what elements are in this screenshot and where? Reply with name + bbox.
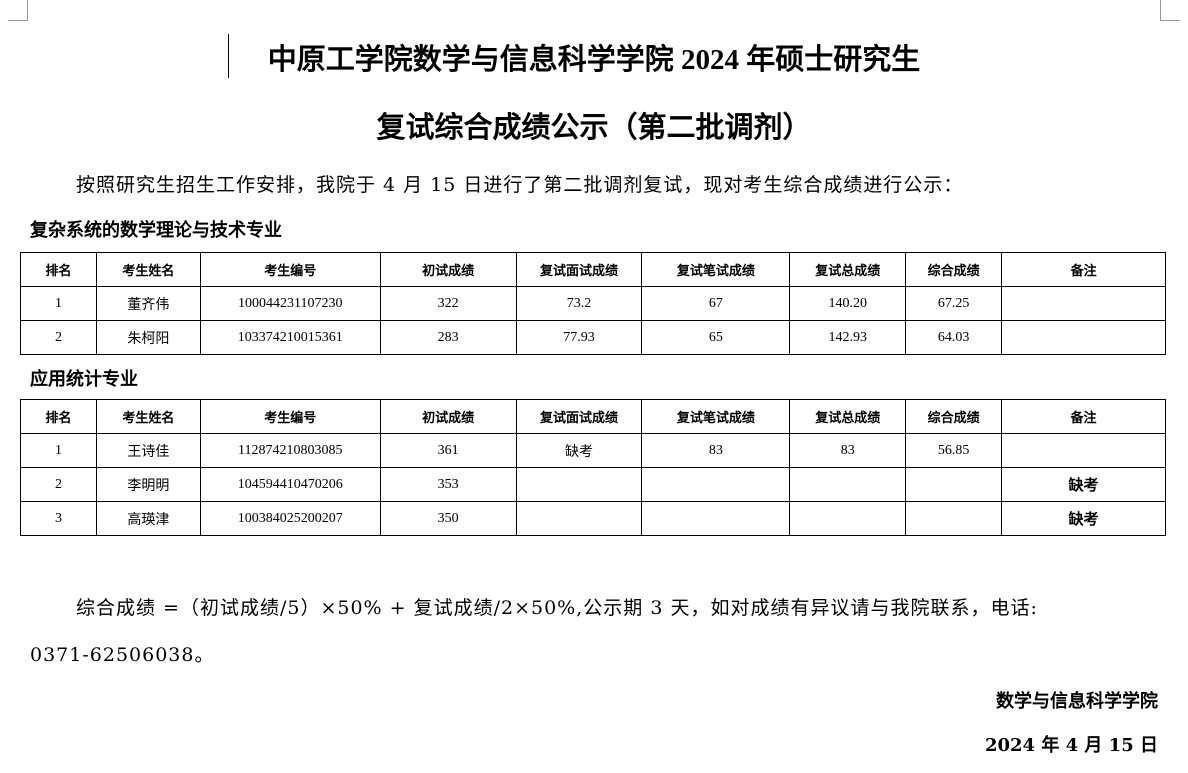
table-cell: 142.93 xyxy=(789,320,907,355)
table-cell xyxy=(515,501,643,536)
table-cell: 67.25 xyxy=(905,286,1003,321)
table-cell: 140.20 xyxy=(789,286,907,321)
text-cursor xyxy=(228,34,229,78)
table-cell: 65 xyxy=(641,320,791,355)
crop-mark xyxy=(8,20,28,21)
crop-mark xyxy=(27,0,28,20)
table-cell: 73.2 xyxy=(515,286,643,321)
page-subtitle: 复试综合成绩公示（第二批调剂） xyxy=(376,112,812,144)
table-cell: 缺考 xyxy=(1001,501,1166,536)
table-cell: 83 xyxy=(789,433,907,468)
section-heading: 复杂系统的数学理论与技术专业 xyxy=(30,220,282,241)
column-header: 排名 xyxy=(20,252,97,287)
table-cell xyxy=(641,501,791,536)
table-cell: 103374210015361 xyxy=(199,320,381,355)
table-cell: 朱柯阳 xyxy=(95,320,201,355)
table-cell: 112874210803085 xyxy=(199,433,381,468)
table-cell: 56.85 xyxy=(905,433,1003,468)
table-cell: 1 xyxy=(20,433,97,468)
column-header: 复试面试成绩 xyxy=(515,252,643,287)
table-row: 2 李明明 104594410470206 353 缺考 xyxy=(20,467,1166,502)
column-header: 复试面试成绩 xyxy=(515,399,643,434)
table-cell: 350 xyxy=(379,501,517,536)
column-header: 初试成绩 xyxy=(379,399,517,434)
table-cell: 353 xyxy=(379,467,517,502)
table-header-row: 排名 考生姓名 考生编号 初试成绩 复试面试成绩 复试笔试成绩 复试总成绩 综合成绩 备注 xyxy=(20,252,1166,287)
column-header: 初试成绩 xyxy=(379,252,517,287)
column-header: 考生编号 xyxy=(199,399,381,434)
table-cell: 3 xyxy=(20,501,97,536)
column-header: 考生姓名 xyxy=(95,399,201,434)
table-cell xyxy=(789,501,907,536)
table-cell: 83 xyxy=(641,433,791,468)
table-cell: 王诗佳 xyxy=(95,433,201,468)
table-row: 2 朱柯阳 103374210015361 283 77.93 65 142.93 64.03 xyxy=(20,320,1166,355)
table-cell: 77.93 xyxy=(515,320,643,355)
column-header: 复试总成绩 xyxy=(789,252,907,287)
table-cell: 67 xyxy=(641,286,791,321)
column-header: 复试总成绩 xyxy=(789,399,907,434)
table-cell: 缺考 xyxy=(515,433,643,468)
table-cell xyxy=(1001,433,1166,468)
table-cell: 283 xyxy=(379,320,517,355)
table-cell: 100044231107230 xyxy=(199,286,381,321)
crop-mark xyxy=(1160,20,1180,21)
table-cell xyxy=(1001,286,1166,321)
column-header: 考生姓名 xyxy=(95,252,201,287)
column-header: 综合成绩 xyxy=(905,252,1003,287)
table-cell xyxy=(1001,320,1166,355)
table-row: 1 王诗佳 112874210803085 361 缺考 83 83 56.85 xyxy=(20,433,1166,468)
column-header: 备注 xyxy=(1001,252,1166,287)
footer-formula: 综合成绩 =（初试成绩/5）×50% + 复试成绩/2×50%,公示期 3 天，… xyxy=(76,597,1038,619)
table-cell xyxy=(515,467,643,502)
table-cell: 361 xyxy=(379,433,517,468)
table-cell xyxy=(641,467,791,502)
table-cell: 2 xyxy=(20,320,97,355)
column-header: 考生编号 xyxy=(199,252,381,287)
table-row: 1 董齐伟 100044231107230 322 73.2 67 140.20 67.25 xyxy=(20,286,1166,321)
table-cell: 64.03 xyxy=(905,320,1003,355)
crop-mark xyxy=(1160,0,1161,20)
table-cell: 100384025200207 xyxy=(199,501,381,536)
section-heading: 应用统计专业 xyxy=(30,369,138,390)
table-header-row: 排名 考生姓名 考生编号 初试成绩 复试面试成绩 复试笔试成绩 复试总成绩 综合成绩 备注 xyxy=(20,399,1166,434)
table-cell: 104594410470206 xyxy=(199,467,381,502)
signature: 数学与信息科学学院 xyxy=(996,691,1158,712)
column-header: 综合成绩 xyxy=(905,399,1003,434)
table-cell: 322 xyxy=(379,286,517,321)
page-title: 中原工学院数学与信息科学学院 2024 年硕士研究生 xyxy=(267,44,921,76)
column-header: 排名 xyxy=(20,399,97,434)
table-cell xyxy=(905,501,1003,536)
table-cell: 缺考 xyxy=(1001,467,1166,502)
column-header: 备注 xyxy=(1001,399,1166,434)
intro-paragraph: 按照研究生招生工作安排，我院于 4 月 15 日进行了第二批调剂复试，现对考生综… xyxy=(76,174,964,196)
column-header: 复试笔试成绩 xyxy=(641,399,791,434)
column-header: 复试笔试成绩 xyxy=(641,252,791,287)
table-cell: 高瑛津 xyxy=(95,501,201,536)
table-cell xyxy=(789,467,907,502)
date: 2024 年 4 月 15 日 xyxy=(984,735,1158,756)
table-row: 3 高瑛津 100384025200207 350 缺考 xyxy=(20,501,1166,536)
footer-phone: 0371-62506038。 xyxy=(30,644,215,666)
table-cell xyxy=(905,467,1003,502)
table-cell: 董齐伟 xyxy=(95,286,201,321)
table-cell: 2 xyxy=(20,467,97,502)
table-cell: 李明明 xyxy=(95,467,201,502)
table-cell: 1 xyxy=(20,286,97,321)
